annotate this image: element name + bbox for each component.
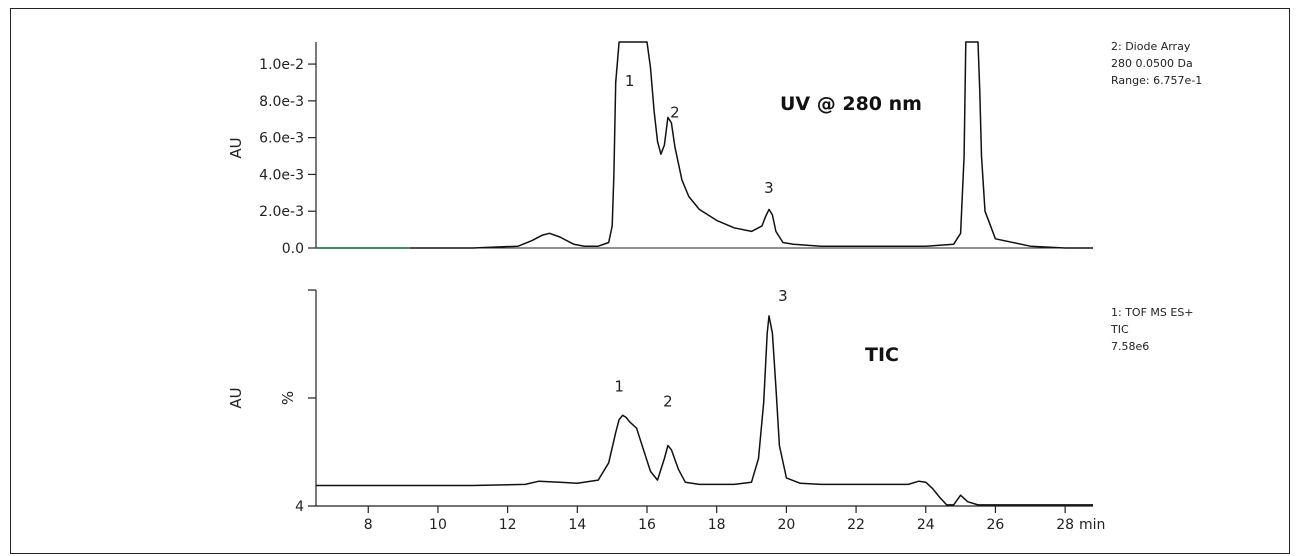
chart-frame [10,8,1290,554]
uv-peak-label-1: 1 [625,72,635,90]
x-tick-label: 28 [1056,517,1074,533]
uv-peak-labels: 1 2 3 [625,72,774,197]
tic-y-ticks: 4 [295,289,316,515]
x-tick-label: 24 [917,517,935,533]
tic-peak-label-2: 2 [663,393,673,411]
tic-trace [316,315,1093,506]
tic-info-line-2: TIC [1110,323,1129,336]
x-tick-label: 20 [777,517,795,533]
tic-panel: 4 8 10 12 14 16 18 20 22 24 26 28 123 AU % TIC min… [227,287,1194,533]
x-tick-label: 12 [499,517,517,533]
uv-peak-label-2: 2 [670,103,680,121]
x-tick-label: 14 [568,517,586,533]
uv-info-line-2: 280 0.0500 Da [1111,57,1193,70]
uv-peak-label-3: 3 [764,179,774,197]
uv-y-tick-label: 2.0e-3 [259,204,304,220]
tic-peak-label-1: 1 [614,378,624,396]
tic-y-axis-title: % [279,391,297,405]
uv-chart-title: UV @ 280 nm [780,93,922,115]
x-tick-label: 22 [847,517,865,533]
uv-y-tick-label: 6.0e-3 [259,131,304,147]
x-tick-label: 18 [708,517,726,533]
uv-y-axis-title: AU [227,137,245,158]
tic-info-line-1: 1: TOF MS ES+ [1111,306,1194,319]
uv-y-tick-label: 0.0 [282,241,304,257]
uv-y-tick-label: 1.0e-2 [259,57,304,73]
uv-y-ticks: 0.0 2.0e-3 4.0e-3 6.0e-3 8.0e-3 1.0e-2 [259,57,316,257]
uv-panel: 0.0 2.0e-3 4.0e-3 6.0e-3 8.0e-3 1.0e-2 1 2 3 AU… [227,40,1202,257]
tic-outer-axis-title: AU [227,387,245,408]
uv-trace [316,41,1093,249]
x-axis-unit: min [1079,517,1105,533]
tic-y-tick-label: 4 [295,499,304,515]
uv-info-line-1: 2: Diode Array [1111,40,1191,53]
x-tick-label: 26 [987,517,1005,533]
x-tick-label: 8 [364,517,373,533]
x-tick-label: 16 [638,517,656,533]
tic-info-line-3: 7.58e6 [1111,340,1149,353]
tic-peak-label-3: 3 [778,287,788,305]
uv-y-tick-label: 8.0e-3 [259,94,304,110]
uv-info-line-3: Range: 6.757e-1 [1111,74,1202,87]
tic-chart-title: TIC [865,344,899,366]
tic-axes [315,290,1093,507]
x-tick-label: 10 [429,517,447,533]
uv-y-tick-label: 4.0e-3 [259,167,304,183]
tic-peak-labels: 1 2 3 [614,287,787,411]
tic-x-ticks: 8 10 12 14 16 18 20 22 24 26 28 [364,506,1074,533]
